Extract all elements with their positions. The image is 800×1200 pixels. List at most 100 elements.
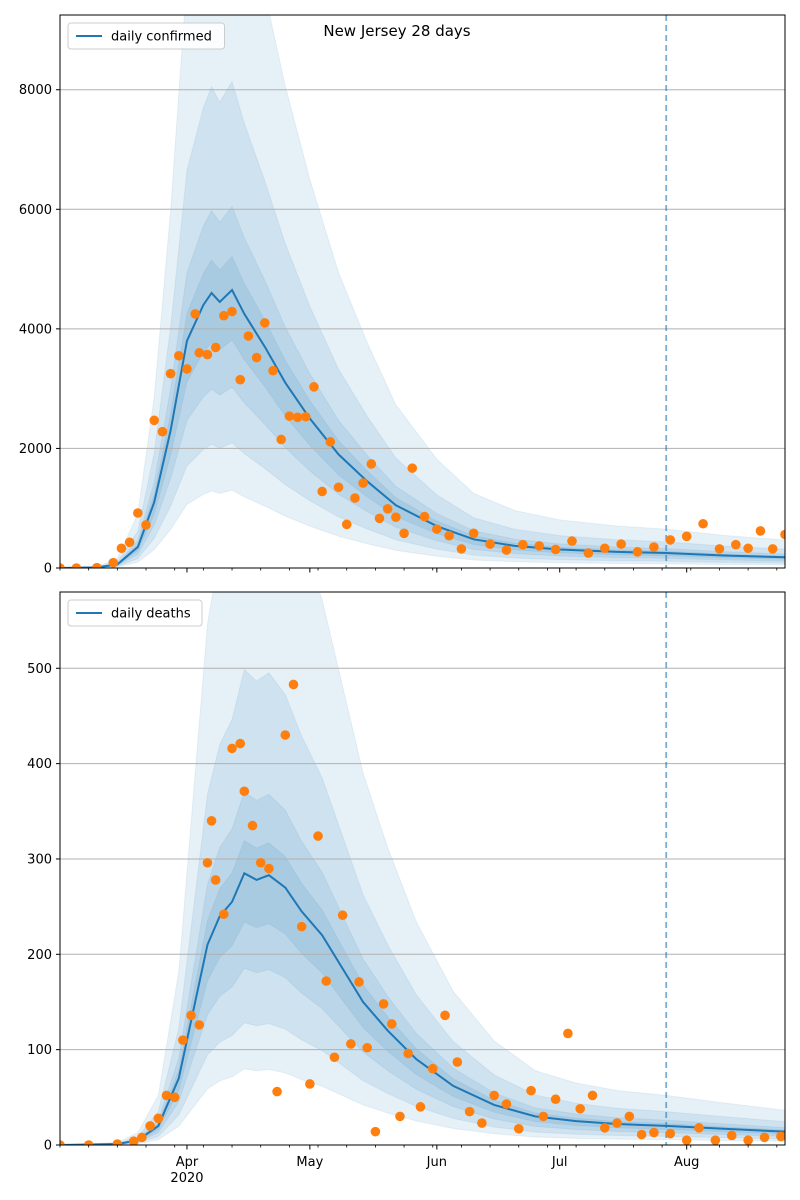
observed-point xyxy=(665,535,676,545)
legend-label: daily confirmed xyxy=(111,30,212,45)
observed-point xyxy=(227,306,237,317)
observed-point xyxy=(477,1118,487,1128)
observed-point xyxy=(407,463,418,473)
deaths-observed-points xyxy=(60,679,785,1145)
observed-point xyxy=(137,1132,147,1143)
observed-point xyxy=(210,342,221,353)
observed-point xyxy=(698,518,708,529)
observed-point xyxy=(108,557,119,568)
observed-point xyxy=(276,434,286,445)
observed-point xyxy=(681,531,692,542)
observed-point xyxy=(112,1139,123,1145)
x-tick-label: Apr xyxy=(176,1155,199,1170)
observed-point xyxy=(309,382,319,392)
y-tick-label: 500 xyxy=(27,662,52,677)
observed-point xyxy=(149,415,160,426)
observed-point xyxy=(726,1130,737,1141)
observed-point xyxy=(501,1099,512,1109)
observed-point xyxy=(124,537,135,548)
observed-point xyxy=(194,347,205,358)
observed-point xyxy=(268,365,278,376)
uncertainty-band-middle xyxy=(60,205,785,568)
observed-point xyxy=(239,786,250,797)
observed-point xyxy=(329,1052,340,1063)
observed-point xyxy=(403,1048,413,1059)
observed-point xyxy=(714,544,725,554)
observed-point xyxy=(743,1135,753,1145)
model-line xyxy=(60,871,785,1145)
deaths-model-line-layer xyxy=(60,871,785,1145)
observed-point xyxy=(296,921,307,932)
observed-point xyxy=(251,352,262,363)
observed-point xyxy=(288,679,299,690)
observed-point xyxy=(419,511,430,522)
observed-point xyxy=(321,976,332,986)
observed-point xyxy=(243,331,254,341)
observed-point xyxy=(567,536,577,546)
observed-point xyxy=(452,1057,463,1067)
observed-point xyxy=(587,1090,598,1101)
observed-point xyxy=(300,411,311,422)
observed-point xyxy=(632,547,643,557)
x-tick-label: Jul xyxy=(551,1155,568,1170)
observed-point xyxy=(210,875,221,885)
legend-frame xyxy=(67,22,225,50)
observed-point xyxy=(780,529,785,540)
observed-point xyxy=(60,563,65,568)
observed-point xyxy=(219,909,229,920)
observed-point xyxy=(583,548,594,558)
observed-point xyxy=(415,1102,426,1112)
observed-point xyxy=(169,1092,180,1103)
observed-point xyxy=(161,1090,172,1101)
observed-point xyxy=(325,437,336,447)
confirmed-panel: 0 2000 4000 6000 8000 daily confirmed New Je… xyxy=(19,14,786,577)
deaths-gridlines xyxy=(60,667,785,1051)
observed-point xyxy=(341,519,352,530)
observed-point xyxy=(362,1042,373,1053)
observed-point xyxy=(128,1136,139,1145)
observed-point xyxy=(264,863,274,874)
observed-point xyxy=(599,543,610,554)
x-tick-label: 2020 xyxy=(170,1171,203,1186)
observed-point xyxy=(550,1094,561,1105)
y-tick-label: 0 xyxy=(44,562,52,577)
observed-point xyxy=(444,530,454,541)
confirmed-gridlines xyxy=(60,89,785,449)
observed-point xyxy=(534,541,545,551)
deaths-plot-frame xyxy=(59,591,786,1146)
observed-point xyxy=(427,1063,438,1074)
observed-point xyxy=(563,1028,573,1039)
legend-box: daily deaths xyxy=(67,599,203,627)
observed-point xyxy=(694,1123,704,1133)
observed-point xyxy=(391,512,401,522)
confirmed-observed-points xyxy=(60,306,785,568)
observed-point xyxy=(489,1090,499,1101)
deaths-legend: daily deaths xyxy=(67,599,203,627)
observed-point xyxy=(255,857,266,868)
observed-point xyxy=(202,857,213,868)
observed-point xyxy=(219,310,229,321)
observed-point xyxy=(83,1140,94,1145)
observed-point xyxy=(767,544,778,554)
observed-point xyxy=(333,482,344,493)
observed-point xyxy=(194,1020,205,1030)
observed-point xyxy=(432,524,442,534)
chart-title: New Jersey 28 days xyxy=(323,22,470,40)
observed-point xyxy=(178,1035,188,1045)
y-tick-label: 0 xyxy=(44,1139,52,1154)
observed-point xyxy=(776,1131,785,1142)
uncertainty-band-inner xyxy=(60,839,785,1145)
observed-point xyxy=(235,374,246,385)
y-tick-label: 300 xyxy=(27,852,52,867)
observed-point xyxy=(649,1127,659,1138)
y-tick-label: 6000 xyxy=(19,203,52,218)
y-tick-label: 400 xyxy=(27,757,52,772)
observed-point xyxy=(292,412,303,423)
uncertainty-band-outer xyxy=(60,592,785,1145)
observed-point xyxy=(358,478,368,488)
observed-point xyxy=(395,1111,405,1122)
observed-point xyxy=(399,528,409,539)
observed-point xyxy=(337,910,348,921)
